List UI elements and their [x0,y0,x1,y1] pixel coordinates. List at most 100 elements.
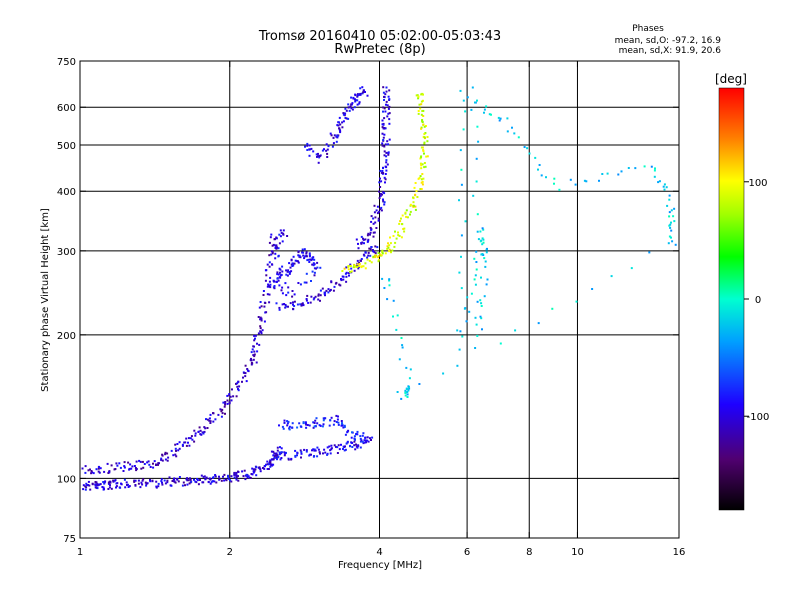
echo-point [308,255,311,258]
echo-point [243,372,246,374]
echo-point [263,305,266,308]
echo-point [101,486,104,488]
echo-point [474,101,476,104]
echo-point [513,132,516,135]
echo-point [308,252,311,255]
echo-point [383,192,386,195]
echo-point [290,270,293,273]
echo-point [178,441,181,444]
echo-point [362,253,365,256]
echo-point [102,486,105,489]
echo-point [201,431,204,434]
echo-point [583,179,586,182]
echo-point [413,186,416,189]
echo-point [254,468,257,471]
echo-point [306,142,309,145]
echo-point [373,211,376,214]
echo-point [287,305,289,308]
echo-point [396,391,399,393]
echo-point [311,258,314,261]
echo-point [190,480,193,483]
echo-point [112,479,115,482]
echo-point [244,478,247,481]
echo-point [270,250,273,253]
echo-point [335,281,338,284]
echo-point [514,329,517,332]
echo-point [392,315,394,318]
echo-point [426,140,429,143]
echo-point [423,162,426,164]
echo-point [324,417,327,420]
echo-point [370,439,372,441]
echo-point [279,229,282,232]
echo-point [545,176,547,179]
echo-point [348,274,350,277]
echo-point [326,446,329,449]
echo-point [312,455,315,458]
echo-point [381,119,384,122]
echo-point [338,116,341,119]
echo-point [405,209,408,212]
echo-point [670,229,673,232]
echo-point [324,451,327,454]
echo-point [276,458,278,461]
echo-point [345,117,348,120]
echo-point [296,303,299,306]
echo-point [339,129,342,132]
echo-point [161,454,164,457]
echo-point [390,251,392,254]
echo-point [264,465,266,467]
echo-point [298,254,301,257]
echo-point [268,265,271,268]
echo-point [420,127,423,130]
echo-point [293,262,296,265]
echo-point [161,481,163,484]
echo-point [303,281,306,284]
echo-point [187,479,190,482]
echo-point [339,123,342,126]
echo-point [104,480,107,483]
echo-point [341,270,344,272]
echo-point [167,456,170,459]
echo-point [294,259,297,262]
echo-point [409,213,411,216]
echo-point [551,307,554,310]
echo-point [481,237,484,240]
echo-point [305,272,308,275]
echo-point [506,130,509,133]
echo-point [85,486,88,489]
echo-point [271,244,274,247]
echo-point [313,274,316,277]
echo-point [322,452,324,455]
echo-point [87,484,90,486]
echo-point [141,483,144,486]
echo-point [186,483,189,486]
echo-point [358,101,361,104]
echo-point [276,246,278,249]
echo-point [465,320,468,323]
echo-point [407,385,410,388]
echo-point [483,111,485,114]
echo-point [341,126,344,129]
echo-point [292,255,295,258]
echo-point [668,215,671,218]
echo-point [482,228,485,231]
echo-point [330,444,333,447]
echo-point [87,469,90,472]
echo-point [359,446,362,449]
echo-point [161,483,164,486]
echo-point [356,446,359,449]
echo-point [255,361,258,364]
echo-point [464,220,467,223]
echo-point [224,412,226,415]
echo-point [274,252,277,255]
echo-point [349,444,352,447]
echo-point [176,443,179,445]
echo-point [374,256,377,259]
echo-point [214,475,217,478]
echo-point [316,261,319,264]
echo-point [317,152,319,155]
echo-point [157,463,159,466]
echo-point [333,285,336,288]
echo-point [421,120,424,123]
